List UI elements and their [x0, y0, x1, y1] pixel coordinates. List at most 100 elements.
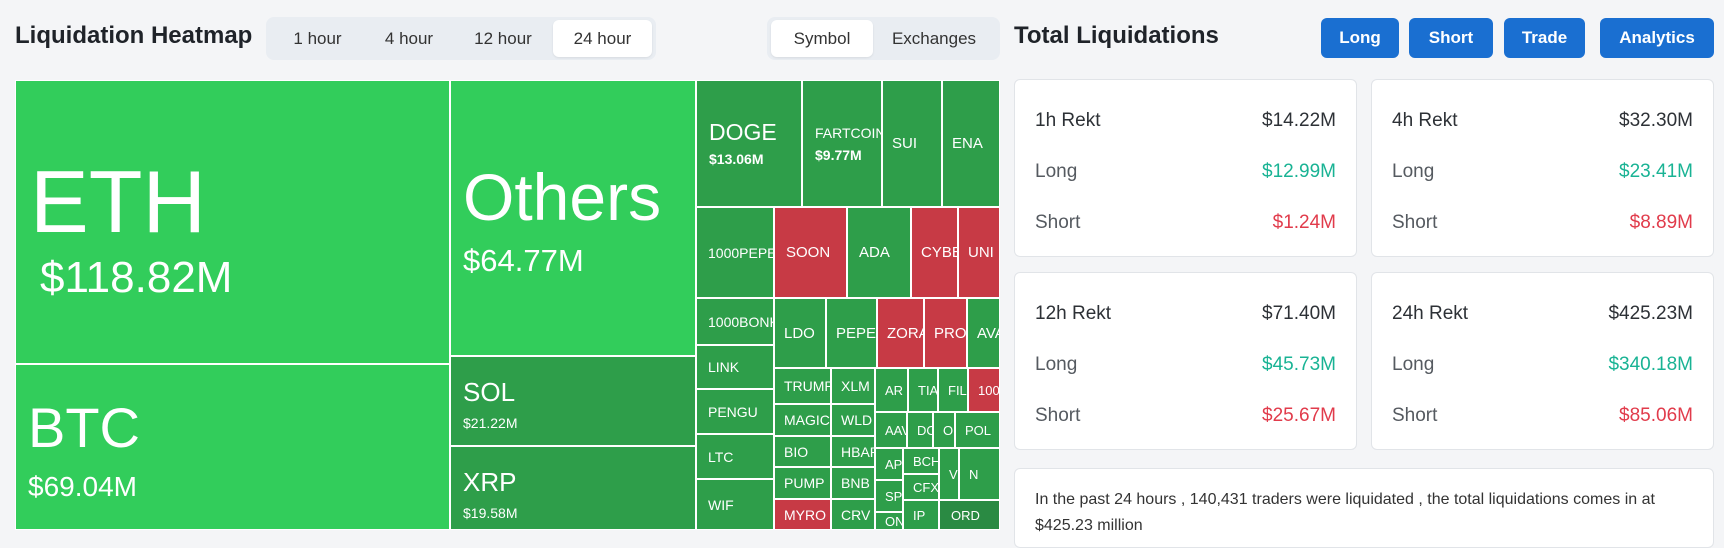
treemap-cell-ltc[interactable]: LTC — [696, 434, 774, 479]
treemap-cell-link[interactable]: LINK — [696, 345, 774, 389]
treemap-cell-v[interactable]: V — [939, 448, 959, 500]
cell-symbol: LDO — [784, 324, 815, 342]
treemap-cell-cyber[interactable]: CYBER — [911, 207, 958, 298]
treemap-cell-ada[interactable]: ADA — [847, 207, 911, 298]
treemap-cell-others[interactable]: Others $64.77M — [450, 80, 696, 356]
cell-symbol: LINK — [708, 359, 740, 375]
treemap-cell-pump[interactable]: PUMP — [774, 467, 831, 499]
short-label: Short — [1035, 212, 1081, 233]
treemap-cell-n[interactable]: N — [959, 448, 1000, 500]
tab-12-hour[interactable]: 12 hour — [474, 28, 532, 48]
treemap-cell-fil[interactable]: FIL — [938, 368, 968, 412]
cell-symbol: XRP — [463, 467, 517, 497]
cell-symbol: ETH — [30, 152, 206, 251]
treemap-cell-ord[interactable]: ORD — [939, 500, 1000, 530]
cell-symbol: PROMPT — [934, 324, 967, 342]
treemap-cell-trump[interactable]: TRUMP — [774, 368, 831, 404]
treemap-cell-wif[interactable]: WIF — [696, 479, 774, 530]
treemap-cell-pepe[interactable]: PEPE — [826, 298, 877, 368]
tab-24-hour[interactable]: 24 hour — [553, 20, 652, 57]
treemap-cell-spk[interactable]: SPK — [875, 480, 903, 512]
liquidation-treemap: ETH $118.82M BTC $69.04M Others $64.77M SOL $21… — [15, 80, 1000, 530]
cell-symbol: TRUMP — [784, 378, 831, 394]
tab-symbol[interactable]: Symbol — [771, 20, 873, 57]
cell-symbol: POL — [965, 422, 992, 438]
long-value: $45.73M — [1262, 354, 1336, 375]
cell-symbol: V — [949, 466, 958, 482]
cell-symbol: CYBER — [921, 244, 957, 261]
short-label: Short — [1392, 405, 1438, 426]
treemap-cell-zora[interactable]: ZORA — [877, 298, 924, 368]
treemap-cell-doge[interactable]: DOGE $13.06M — [696, 80, 802, 207]
tab-1-hour[interactable]: 1 hour — [293, 28, 342, 48]
treemap-cell-ar[interactable]: AR — [875, 368, 908, 412]
cell-symbol: ORD — [951, 507, 980, 523]
treemap-cell-ena[interactable]: ENA — [942, 80, 1000, 207]
card-total: $14.22M — [1262, 110, 1336, 131]
cell-symbol: PEPE — [836, 324, 877, 342]
cell-symbol: CRV — [841, 506, 871, 523]
cell-symbol: SOL — [463, 377, 516, 407]
cell-symbol: BIO — [784, 443, 809, 460]
treemap-cell-soon[interactable]: SOON — [774, 207, 847, 298]
treemap-cell-apt[interactable]: APT — [875, 448, 903, 480]
treemap-cell-1000pepe[interactable]: 1000PEPE — [696, 207, 774, 298]
long-value: $23.41M — [1619, 161, 1693, 182]
cell-symbol: CFX — [913, 479, 939, 495]
treemap-cell-crv[interactable]: CRV — [831, 499, 875, 530]
cell-symbol: ZORA — [887, 324, 923, 342]
cell-value: $19.58M — [463, 505, 518, 521]
cell-symbol: BCH — [913, 453, 939, 469]
treemap-cell-tia[interactable]: TIA — [908, 368, 938, 412]
treemap-cell-wld[interactable]: WLD — [831, 404, 875, 436]
long-label: Long — [1392, 354, 1435, 375]
card-total: $71.40M — [1262, 303, 1336, 324]
long-button[interactable]: Long — [1321, 18, 1399, 58]
treemap-cell-op[interactable]: OP — [933, 412, 955, 448]
treemap-cell-bnb[interactable]: BNB — [831, 467, 875, 499]
rekt-card-12h: 12h Rekt $71.40M Long $45.73M Short $25.67M — [1014, 272, 1357, 450]
analytics-button[interactable]: Analytics — [1600, 18, 1714, 58]
short-button[interactable]: Short — [1409, 18, 1493, 58]
total-liquidations-title: Total Liquidations — [1014, 22, 1219, 49]
treemap-cell-aave[interactable]: AAVE — [875, 412, 907, 448]
treemap-cell-xrp[interactable]: XRP $19.58M — [450, 446, 696, 530]
cell-symbol: AVAX — [977, 324, 999, 342]
trade-button[interactable]: Trade — [1504, 18, 1585, 58]
tab-4-hour[interactable]: 4 hour — [384, 28, 434, 48]
treemap-cell-ond[interactable]: OND — [875, 512, 903, 530]
treemap-cell-1000[interactable]: 1000 — [968, 368, 1000, 412]
treemap-cell-1000bonk[interactable]: 1000BONK — [696, 298, 774, 345]
treemap-cell-hbar[interactable]: HBAR — [831, 436, 875, 467]
liquidation-summary: In the past 24 hours , 140,431 traders w… — [1014, 468, 1714, 548]
treemap-cell-ip[interactable]: IP — [903, 500, 939, 530]
short-value: $8.89M — [1629, 212, 1693, 233]
treemap-cell-xlm[interactable]: XLM — [831, 368, 875, 404]
cell-symbol: 1000PEPE — [708, 244, 774, 261]
treemap-cell-bch[interactable]: BCH — [903, 448, 939, 474]
treemap-cell-myro[interactable]: MYRO — [774, 499, 831, 530]
cell-symbol: HBAR — [841, 443, 874, 460]
treemap-cell-ldo[interactable]: LDO — [774, 298, 826, 368]
treemap-cell-sol[interactable]: SOL $21.22M — [450, 356, 696, 446]
treemap-cell-magic[interactable]: MAGIC — [774, 404, 831, 436]
treemap-cell-sui[interactable]: SUI — [882, 80, 942, 207]
treemap-cell-fartcoin[interactable]: FARTCOIN $9.77M — [802, 80, 882, 207]
treemap-cell-btc[interactable]: BTC $69.04M — [15, 364, 450, 530]
cell-symbol: BNB — [841, 475, 870, 491]
treemap-cell-bio[interactable]: BIO — [774, 436, 831, 467]
treemap-cell-avax[interactable]: AVAX — [967, 298, 1000, 368]
treemap-cell-cfx[interactable]: CFX — [903, 474, 939, 500]
group-by-tabs: Symbol Exchanges — [767, 17, 1000, 60]
treemap-cell-pol[interactable]: POL — [955, 412, 1000, 448]
treemap-cell-eth[interactable]: ETH $118.82M — [15, 80, 450, 364]
treemap-cell-dot[interactable]: DOT — [907, 412, 933, 448]
tab-exchanges[interactable]: Exchanges — [891, 28, 977, 48]
treemap-cell-pengu[interactable]: PENGU — [696, 389, 774, 434]
cell-symbol: LTC — [708, 448, 734, 465]
cell-symbol: SUI — [892, 135, 918, 152]
cell-symbol: ENA — [952, 135, 983, 152]
treemap-cell-uni[interactable]: UNI — [958, 207, 1000, 298]
cell-symbol: DOT — [917, 422, 932, 438]
treemap-cell-prompt[interactable]: PROMPT — [924, 298, 967, 368]
